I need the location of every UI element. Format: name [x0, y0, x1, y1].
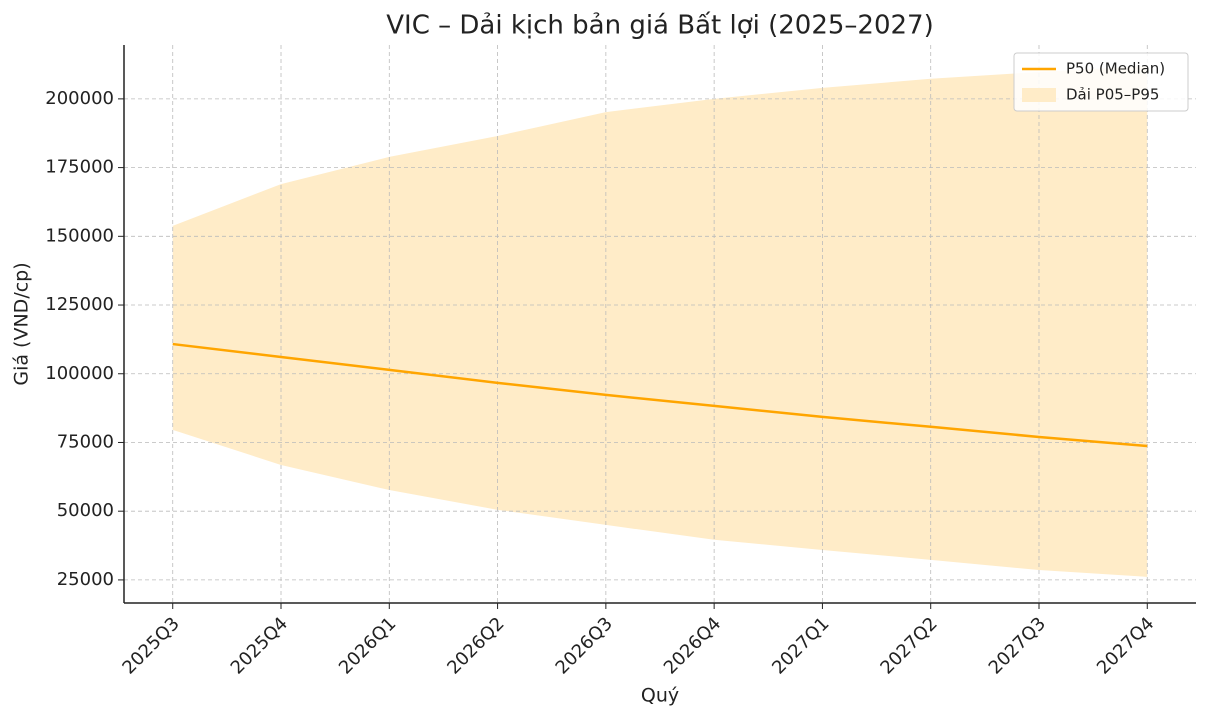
- x-tick-label: 2026Q4: [660, 613, 725, 678]
- x-tick-label: 2026Q3: [552, 613, 617, 678]
- x-tick-label: 2025Q3: [118, 613, 183, 678]
- legend-label: P50 (Median): [1066, 60, 1165, 78]
- line: [172, 342, 1148, 448]
- x-tick-label: 2026Q2: [443, 613, 508, 678]
- legend-swatch: [1022, 88, 1056, 102]
- x-tick-label: 2027Q4: [1093, 613, 1158, 678]
- y-tick-label: 50000: [57, 500, 114, 521]
- legend-label: Dải P05–P95: [1066, 86, 1159, 104]
- y-tick-label: 75000: [57, 431, 114, 452]
- x-tick-label: 2027Q2: [876, 613, 941, 678]
- y-tick-label: 125000: [45, 294, 114, 315]
- x-tick-label: 2027Q3: [985, 613, 1050, 678]
- y-axis-label: Giá (VND/cp): [11, 262, 33, 385]
- x-tick-label: 2026Q1: [335, 613, 400, 678]
- y-tick-label: 150000: [45, 225, 114, 246]
- y-tick-label: 25000: [57, 569, 114, 590]
- legend: P50 (Median) Dải P05–P95: [1013, 52, 1189, 112]
- y-tick-label: 100000: [45, 363, 114, 384]
- x-tick-label: 2025Q4: [227, 613, 292, 678]
- x-axis-label: Quý: [641, 685, 679, 707]
- legend-box: [1013, 52, 1189, 112]
- chart-title: VIC – Dải kịch bản giá Bất lợi (2025–202…: [386, 11, 933, 41]
- y-tick-label: 200000: [45, 88, 114, 109]
- x-tick-label: 2027Q1: [768, 613, 833, 678]
- band-area: [172, 65, 1148, 577]
- y-tick-label: 175000: [45, 157, 114, 178]
